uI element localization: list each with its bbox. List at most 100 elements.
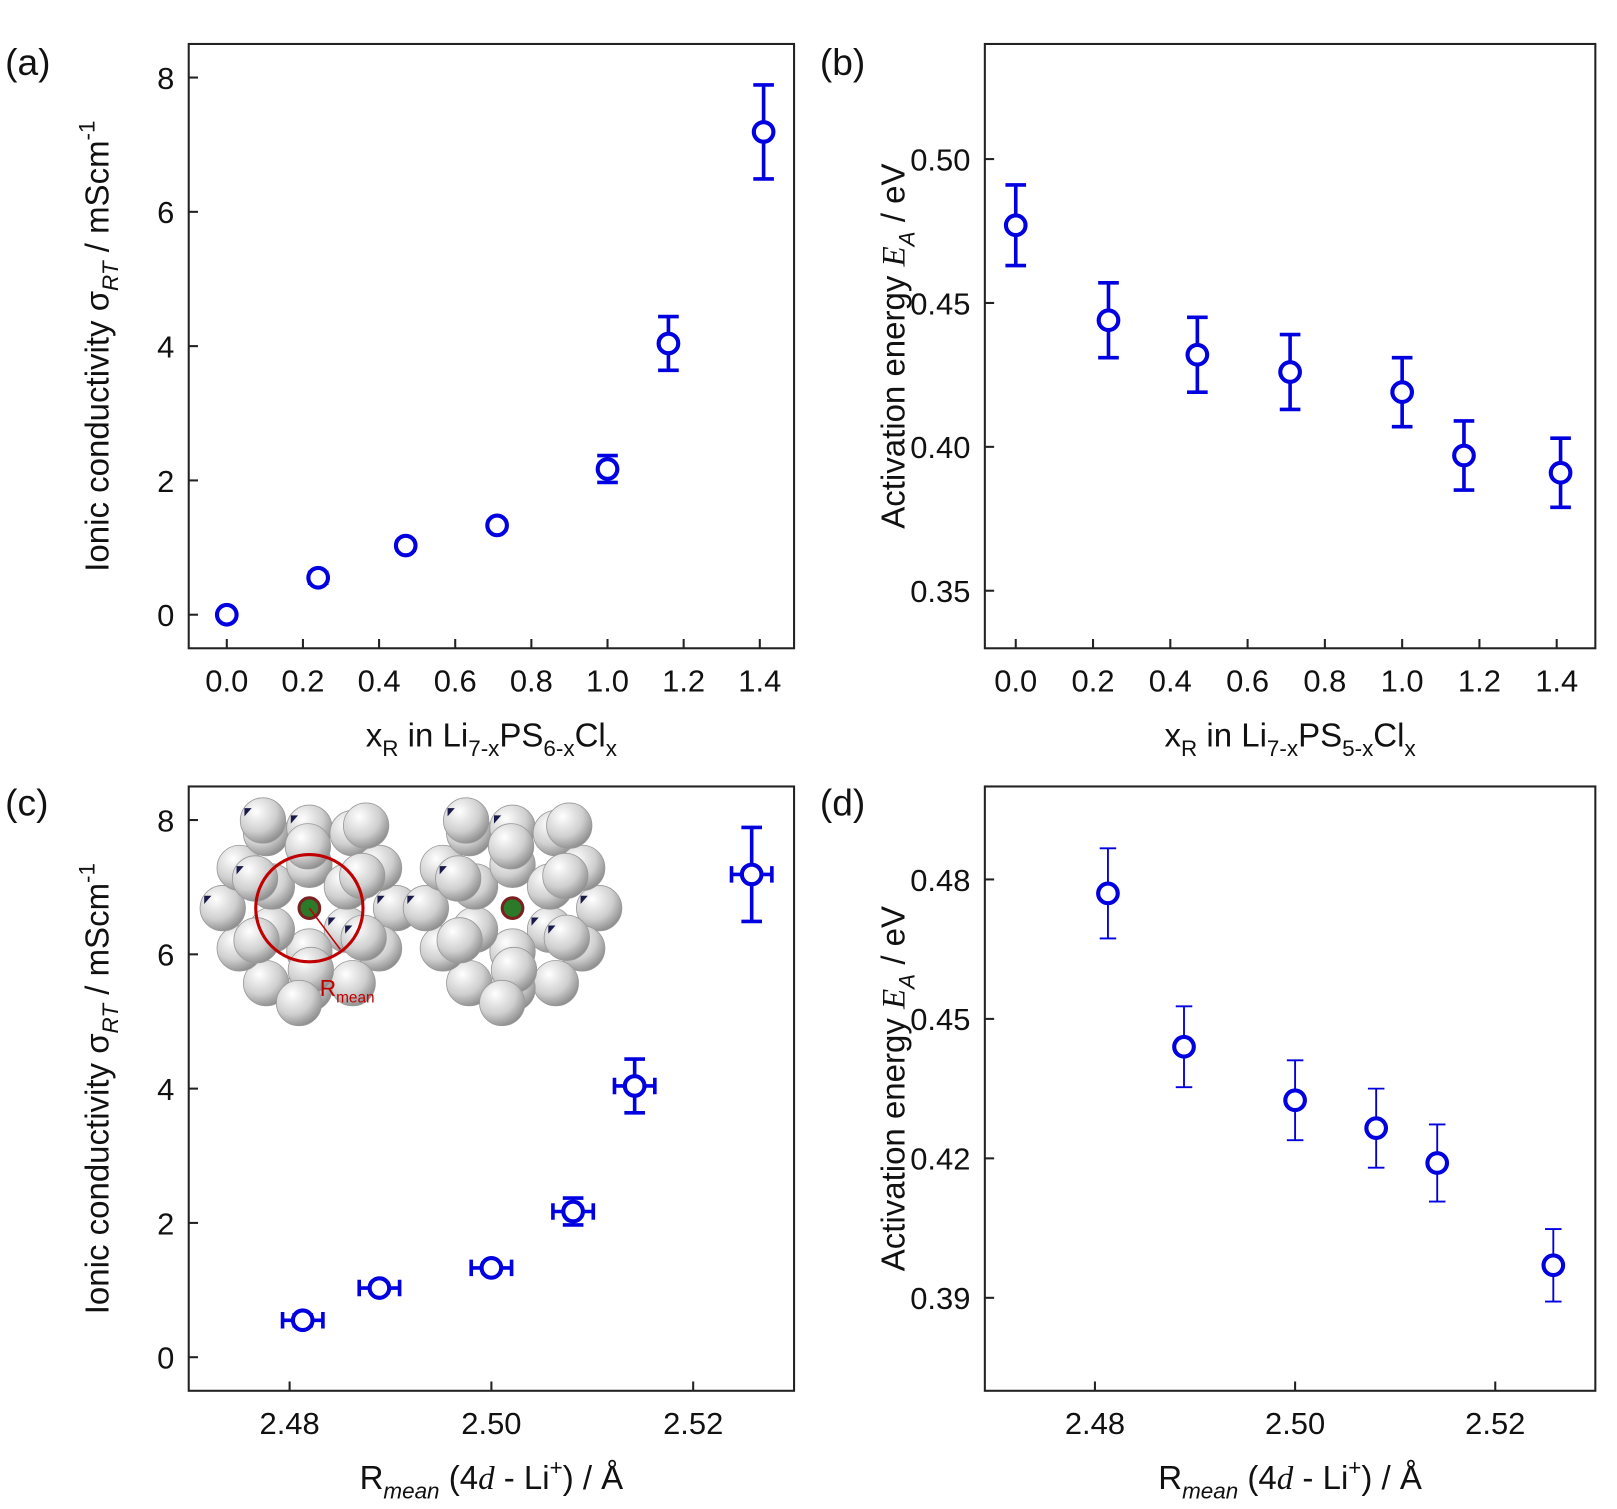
y-axis-label: Activation energy EA / eV xyxy=(874,906,919,1271)
label-part: + xyxy=(550,1455,563,1480)
x-axis-label: Rmean (4d - Li+) / Å xyxy=(1158,1455,1422,1504)
label-part: Cl xyxy=(575,716,606,753)
x-tick-label: 1.2 xyxy=(1458,664,1501,699)
label-part: 5-x xyxy=(1342,736,1373,761)
x-tick-label: 0.2 xyxy=(281,664,324,699)
inset-label: Rmean xyxy=(320,975,375,1007)
label-part: in Li xyxy=(399,716,469,753)
atom xyxy=(546,802,593,849)
label-part: Cl xyxy=(1373,716,1404,753)
data-point xyxy=(1278,360,1302,384)
label-part: / mScm xyxy=(78,883,115,1004)
atom xyxy=(443,797,490,844)
label-part: ) / Å xyxy=(563,1459,624,1496)
label-part: mean xyxy=(383,1479,439,1504)
panel-label: (b) xyxy=(820,41,865,83)
atom xyxy=(479,979,526,1027)
label-part: R xyxy=(1181,736,1197,761)
data-point xyxy=(1452,443,1476,468)
atom xyxy=(339,852,386,900)
label-part: -1 xyxy=(74,120,99,140)
atom-shade xyxy=(447,808,455,817)
label-part: -1 xyxy=(74,863,99,883)
x-tick-label: 0.0 xyxy=(205,664,248,699)
x-tick-label: 0.6 xyxy=(1226,664,1269,699)
label-part: E xyxy=(876,989,912,1010)
atom-shade xyxy=(204,895,212,905)
data-point xyxy=(656,331,681,356)
data-point xyxy=(561,1199,585,1224)
data-point xyxy=(1096,308,1121,333)
label-part: R xyxy=(1158,1459,1182,1496)
label-part: x xyxy=(1164,716,1181,753)
y-tick-label: 2 xyxy=(157,464,174,499)
atom xyxy=(487,823,535,870)
atom xyxy=(239,797,287,844)
data-point xyxy=(485,513,509,538)
atom xyxy=(275,979,323,1027)
atom xyxy=(576,885,623,932)
label-part: x xyxy=(1404,736,1415,761)
data-point xyxy=(1390,380,1415,405)
data-point xyxy=(393,533,418,558)
label-part: 6-x xyxy=(543,736,574,761)
data-point xyxy=(622,1074,647,1098)
data-point xyxy=(479,1256,504,1280)
x-tick-label: 0.2 xyxy=(1072,664,1115,699)
label-part: A xyxy=(894,231,919,248)
atom xyxy=(532,960,579,1007)
x-tick-label: 2.52 xyxy=(663,1406,723,1441)
atom-shade xyxy=(531,917,539,926)
label-part: x xyxy=(606,736,617,761)
atom-shade xyxy=(407,895,415,905)
y-tick-label: 0.45 xyxy=(910,286,970,321)
y-tick-label: 8 xyxy=(157,61,174,96)
atom-shade xyxy=(328,917,336,926)
x-tick-label: 0.4 xyxy=(358,664,401,699)
label-part: in Li xyxy=(1197,716,1267,753)
atom xyxy=(436,917,483,964)
y-tick-label: 0.35 xyxy=(910,574,970,609)
y-tick-label: 0 xyxy=(157,1341,174,1376)
x-tick-label: 2.50 xyxy=(1265,1406,1325,1441)
x-axis-label: xR in Li7-xPS6-xClx xyxy=(366,716,617,761)
r-mean-arrow xyxy=(308,907,341,950)
atom xyxy=(199,885,246,932)
atom xyxy=(233,917,280,964)
panel-label: (c) xyxy=(5,781,48,823)
y-tick-label: 6 xyxy=(157,195,174,230)
label-part: Activation energy xyxy=(874,266,911,528)
y-tick-label: 0.45 xyxy=(910,1002,970,1037)
y-tick-label: 6 xyxy=(157,938,174,973)
panel-label: (a) xyxy=(5,41,50,83)
label-part: - Li xyxy=(495,1459,550,1496)
label-part: R xyxy=(382,736,398,761)
atom-shade xyxy=(345,925,353,934)
label-part: (4 xyxy=(1238,1459,1277,1496)
label-part: / eV xyxy=(874,906,911,974)
atom-shade xyxy=(439,866,447,875)
x-tick-label: 2.52 xyxy=(1465,1406,1525,1441)
plot-frame xyxy=(187,42,796,650)
plot-frame xyxy=(983,785,1597,1392)
label-part: A xyxy=(894,974,919,991)
atom xyxy=(284,823,332,870)
atom xyxy=(435,855,482,902)
y-tick-label: 2 xyxy=(157,1206,174,1241)
label-part: 7-x xyxy=(1267,736,1298,761)
atom-shade xyxy=(580,895,588,905)
label-part: RT xyxy=(98,1002,123,1034)
atom-shade xyxy=(244,808,252,817)
x-tick-label: 2.48 xyxy=(260,1406,320,1441)
label-part: / eV xyxy=(874,163,911,231)
label-part: (4 xyxy=(440,1459,479,1496)
data-point xyxy=(1364,1116,1389,1140)
x-tick-label: 0.8 xyxy=(1303,664,1346,699)
label-part: E xyxy=(876,246,912,267)
data-point xyxy=(1185,342,1210,367)
x-tick-label: 1.4 xyxy=(1535,664,1578,699)
x-tick-label: 1.0 xyxy=(586,664,629,699)
atom xyxy=(543,914,590,961)
data-point xyxy=(1172,1034,1196,1059)
x-tick-label: 0.6 xyxy=(434,664,477,699)
